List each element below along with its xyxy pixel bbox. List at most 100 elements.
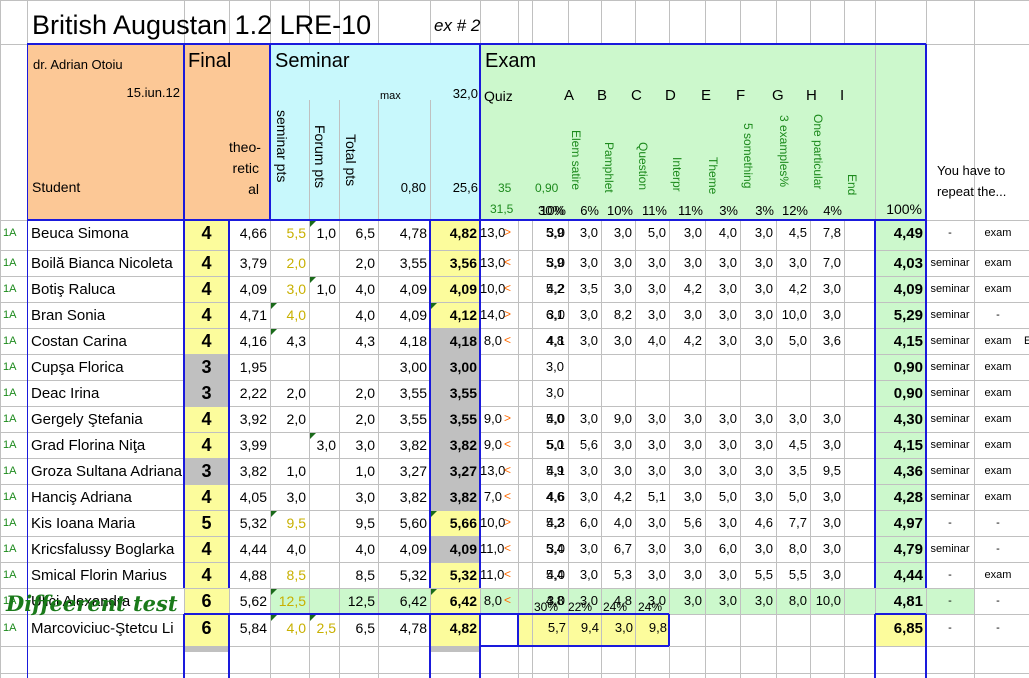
comment-marker[interactable] bbox=[310, 433, 316, 439]
exam-score: 3,5 bbox=[579, 281, 598, 296]
student-name[interactable]: Smical Florin Marius bbox=[31, 567, 167, 584]
student-name[interactable]: Botiş Raluca bbox=[31, 281, 116, 298]
repeat-seminar: - bbox=[948, 569, 952, 581]
exam-item-8: End bbox=[845, 174, 859, 196]
exam-pct-2: 10% bbox=[606, 203, 633, 218]
exam-score: 3,0 bbox=[613, 333, 632, 348]
seminar-final: 4,12 bbox=[449, 307, 477, 323]
final-heading: Final bbox=[188, 50, 232, 72]
exam-score: 3,0 bbox=[683, 567, 702, 582]
final-grade: 4 bbox=[201, 487, 212, 507]
student-name[interactable]: Bran Sonia bbox=[31, 307, 106, 324]
exam-score: 3,0 bbox=[613, 281, 632, 296]
comment-marker[interactable] bbox=[431, 589, 437, 595]
repeat-exam: exam bbox=[984, 387, 1012, 399]
final-grade: 4 bbox=[201, 223, 212, 243]
exam-score: 3,0 bbox=[754, 255, 773, 270]
exam-score: 3,0 bbox=[647, 307, 666, 322]
total-points: 4,0 bbox=[355, 281, 375, 297]
comment-marker[interactable] bbox=[310, 277, 316, 283]
total-score: 4,09 bbox=[893, 281, 923, 298]
exam-score: 3,0 bbox=[754, 225, 773, 240]
exam-score: 4,1 bbox=[546, 463, 565, 478]
seminar-points: 5,5 bbox=[286, 225, 306, 241]
exam-score: 3,0 bbox=[683, 307, 702, 322]
student-name[interactable]: Hanciş Adriana bbox=[31, 489, 132, 506]
quiz-weighted: 5,9 bbox=[545, 225, 564, 240]
exam-score: 4,6 bbox=[754, 515, 773, 530]
exam-score: 3,0 bbox=[754, 593, 773, 608]
row-group: 1A bbox=[3, 335, 17, 347]
theoretical-score: 5,62 bbox=[239, 593, 267, 609]
student-name[interactable]: Beuca Simona bbox=[31, 225, 129, 242]
exam-score: 3,0 bbox=[647, 567, 666, 582]
total-pts-header: Total pts bbox=[343, 134, 359, 187]
final-grade: 4 bbox=[201, 279, 212, 299]
weighted-score: 3,00 bbox=[399, 359, 427, 375]
total-points: 6,5 bbox=[355, 620, 375, 636]
student-name[interactable]: Cupşa Florica bbox=[31, 359, 124, 376]
student-name[interactable]: Ulici Alexandra bbox=[31, 593, 131, 610]
comment-marker[interactable] bbox=[271, 329, 277, 335]
quiz-compare: < bbox=[504, 541, 512, 555]
student-name[interactable]: Kricsfalussy Boglarka bbox=[31, 541, 175, 558]
exam-score: 3,0 bbox=[579, 567, 598, 582]
exam-score: 5,0 bbox=[647, 225, 666, 240]
quiz-weighted: 5,9 bbox=[545, 255, 564, 270]
theoretical-score: 4,05 bbox=[239, 489, 267, 505]
max-value: 32,0 bbox=[452, 86, 478, 101]
exam-score: 4,1 bbox=[546, 333, 565, 348]
theoretical-score: 5,84 bbox=[239, 620, 267, 636]
theoretical-score: 4,66 bbox=[239, 225, 267, 241]
weighted-score: 5,32 bbox=[399, 567, 427, 583]
comment-marker[interactable] bbox=[310, 221, 316, 227]
total-score: 4,49 bbox=[893, 225, 923, 242]
exam-score: 9,8 bbox=[648, 620, 667, 635]
repeat-exam: exam bbox=[984, 491, 1012, 503]
quiz-weighted: 3,0 bbox=[545, 385, 564, 400]
report-date: 15.iun.12 bbox=[126, 85, 181, 100]
comment-marker[interactable] bbox=[271, 303, 277, 309]
exam-score: 3,0 bbox=[613, 225, 632, 240]
quiz-compare: > bbox=[504, 411, 512, 425]
student-name[interactable]: Grad Florina Niţa bbox=[31, 437, 146, 454]
student-name[interactable]: Deac Irina bbox=[31, 385, 100, 402]
total-points: 3,0 bbox=[355, 489, 375, 505]
exam-score: 10,0 bbox=[815, 593, 841, 608]
comment-marker[interactable] bbox=[271, 615, 277, 621]
total-score: 4,30 bbox=[893, 411, 923, 428]
comment-marker[interactable] bbox=[310, 615, 316, 621]
final-grade: 6 bbox=[201, 591, 212, 611]
theoretical-score: 3,82 bbox=[239, 463, 267, 479]
repeat-seminar: seminar bbox=[930, 465, 970, 477]
theoretical-score: 1,95 bbox=[239, 359, 267, 375]
comment-marker[interactable] bbox=[431, 303, 437, 309]
comment-marker[interactable] bbox=[431, 511, 437, 517]
student-name[interactable]: Gergely Ştefania bbox=[31, 411, 143, 428]
seminar-final: 5,32 bbox=[449, 567, 477, 583]
comment-marker[interactable] bbox=[271, 511, 277, 517]
student-name[interactable]: Costan Carina bbox=[31, 333, 127, 350]
exam-score: 3,0 bbox=[822, 411, 841, 426]
quiz-weighted: 5,0 bbox=[545, 411, 564, 426]
student-name[interactable]: Boilă Bianca Nicoleta bbox=[31, 255, 173, 272]
student-name[interactable]: Groza Sultana Adriana bbox=[31, 463, 182, 480]
exam-score: 3,0 bbox=[647, 515, 666, 530]
exam-score: 3,0 bbox=[546, 593, 565, 608]
final-grade: 4 bbox=[201, 539, 212, 559]
seminar-points: 2,0 bbox=[286, 411, 306, 427]
student-name[interactable]: Marcoviciuc-Ştetcu Li bbox=[31, 620, 174, 637]
student-name[interactable]: Kis Ioana Maria bbox=[31, 515, 136, 532]
comment-marker[interactable] bbox=[271, 589, 277, 595]
repeat-exam: exam bbox=[984, 335, 1012, 347]
exam-score: 9,5 bbox=[822, 463, 841, 478]
weighted-score: 3,27 bbox=[399, 463, 427, 479]
total-points: 2,0 bbox=[355, 411, 375, 427]
exam-score: 3,0 bbox=[647, 255, 666, 270]
theoretical-score: 4,09 bbox=[239, 281, 267, 297]
quiz-compare: < bbox=[504, 333, 512, 347]
quiz-score: 10,0 bbox=[480, 281, 506, 296]
exam-score: 7,0 bbox=[822, 255, 841, 270]
exam-score: 6,7 bbox=[613, 541, 632, 556]
